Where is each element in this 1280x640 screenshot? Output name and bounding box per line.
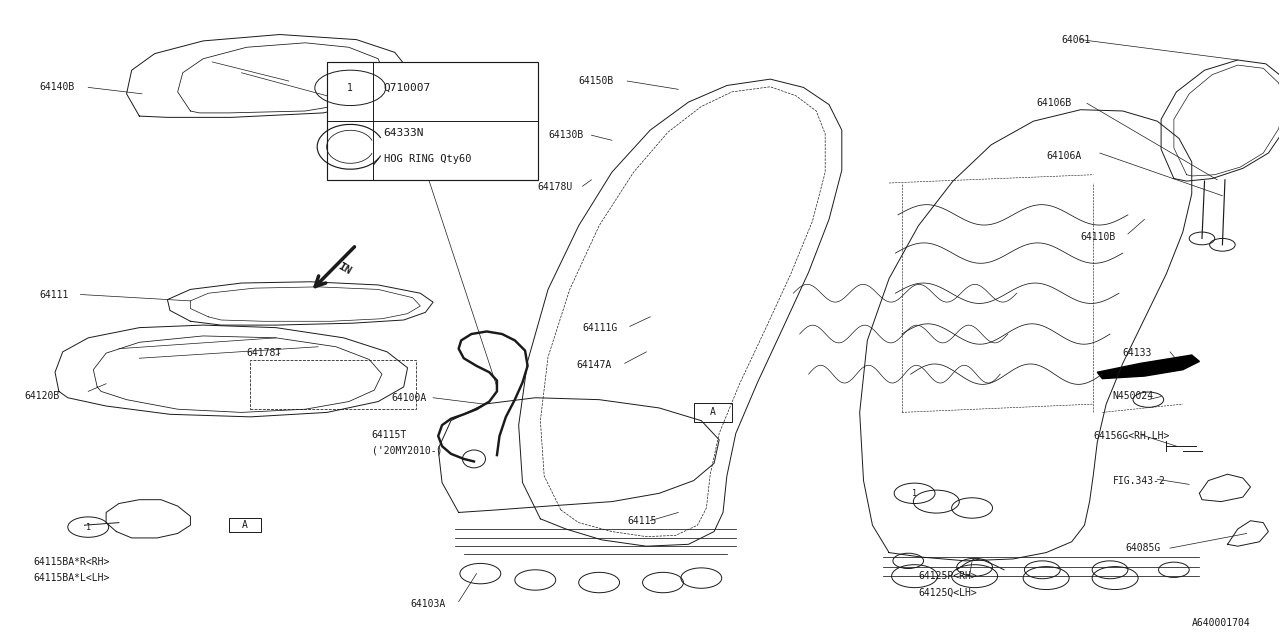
Text: 1: 1 — [347, 83, 353, 93]
Text: HOG RING Qty60: HOG RING Qty60 — [384, 154, 471, 164]
Text: 64085G: 64085G — [1125, 543, 1161, 553]
Text: 64111G: 64111G — [582, 323, 618, 333]
Text: 64126: 64126 — [390, 149, 420, 159]
Text: 64125Q<LH>: 64125Q<LH> — [919, 588, 977, 598]
Text: 64100A: 64100A — [390, 393, 426, 403]
Text: A: A — [242, 520, 247, 529]
Text: 64115: 64115 — [627, 516, 657, 525]
Text: 64130B: 64130B — [548, 130, 584, 140]
Polygon shape — [1097, 355, 1199, 379]
Text: A640001704: A640001704 — [1192, 618, 1251, 628]
Text: 64156G<RH,LH>: 64156G<RH,LH> — [1093, 431, 1170, 441]
Text: 64115BA*L<LH>: 64115BA*L<LH> — [33, 573, 110, 583]
Text: 64110B: 64110B — [1080, 232, 1116, 242]
Text: 64150B: 64150B — [579, 76, 614, 86]
Bar — [694, 403, 732, 422]
Text: 64061: 64061 — [1061, 35, 1091, 45]
Text: A: A — [710, 408, 716, 417]
Text: 64106B: 64106B — [1036, 99, 1071, 108]
Text: 64106A: 64106A — [1046, 150, 1082, 161]
Text: 64178T: 64178T — [247, 348, 282, 358]
Text: 1: 1 — [86, 523, 91, 532]
Ellipse shape — [462, 450, 485, 468]
Text: N450024: N450024 — [1112, 392, 1153, 401]
Text: 64333N: 64333N — [384, 127, 424, 138]
Bar — [328, 62, 538, 180]
Text: 64140B: 64140B — [40, 83, 76, 92]
Text: IN: IN — [337, 260, 353, 276]
Text: FIG.343-2: FIG.343-2 — [1112, 476, 1166, 486]
Text: 64115BA*R<RH>: 64115BA*R<RH> — [33, 557, 110, 567]
Text: 64120B: 64120B — [24, 392, 60, 401]
Text: 64178U: 64178U — [538, 182, 573, 193]
Text: Q710007: Q710007 — [384, 83, 431, 93]
Text: 64111: 64111 — [40, 289, 69, 300]
Bar — [251, 360, 416, 409]
Text: 1: 1 — [913, 489, 916, 498]
Bar — [229, 518, 261, 532]
Text: 64133: 64133 — [1123, 348, 1152, 358]
Text: 64103A: 64103A — [410, 598, 445, 609]
Text: 64115T: 64115T — [371, 429, 407, 440]
Text: 64147A: 64147A — [576, 360, 612, 370]
Text: 64125P<RH>: 64125P<RH> — [919, 571, 977, 581]
Text: ('20MY2010-): ('20MY2010-) — [371, 445, 443, 456]
